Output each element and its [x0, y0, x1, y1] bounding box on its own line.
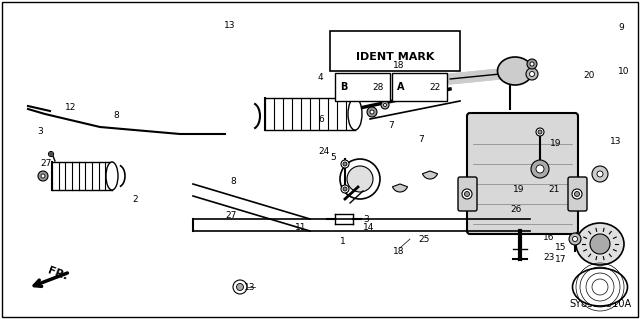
Text: 11: 11	[295, 224, 307, 233]
Text: B: B	[340, 82, 348, 92]
Circle shape	[531, 160, 549, 178]
Text: 24: 24	[318, 147, 329, 157]
Text: 17: 17	[555, 256, 566, 264]
Circle shape	[383, 103, 387, 107]
Circle shape	[41, 174, 45, 178]
Text: 5: 5	[330, 153, 336, 162]
Text: 10: 10	[618, 68, 630, 77]
Ellipse shape	[348, 98, 362, 130]
Circle shape	[350, 80, 364, 94]
Text: 22: 22	[429, 83, 440, 92]
Circle shape	[530, 62, 534, 66]
Text: FR.: FR.	[47, 266, 69, 282]
Text: 8: 8	[230, 177, 236, 187]
Text: 27: 27	[40, 159, 51, 167]
Text: A: A	[397, 82, 404, 92]
FancyBboxPatch shape	[568, 177, 587, 211]
Circle shape	[341, 185, 349, 193]
Circle shape	[381, 101, 389, 109]
Circle shape	[50, 153, 52, 155]
Circle shape	[49, 152, 54, 157]
Text: 2: 2	[132, 196, 138, 204]
Circle shape	[462, 189, 472, 199]
Text: 7: 7	[418, 136, 424, 145]
Text: 13: 13	[610, 137, 621, 146]
Circle shape	[233, 280, 247, 294]
Circle shape	[237, 284, 243, 291]
Circle shape	[354, 84, 360, 90]
Circle shape	[529, 71, 534, 77]
Wedge shape	[392, 184, 408, 192]
Circle shape	[573, 236, 577, 241]
Bar	[330, 31, 460, 71]
Circle shape	[465, 191, 470, 197]
Text: 9: 9	[618, 24, 624, 33]
Circle shape	[527, 59, 537, 69]
Ellipse shape	[573, 268, 627, 306]
Text: 8: 8	[113, 110, 119, 120]
Circle shape	[572, 189, 582, 199]
Circle shape	[340, 159, 380, 199]
Circle shape	[538, 130, 542, 134]
Text: 28: 28	[372, 83, 383, 92]
Bar	[392, 73, 447, 101]
Text: 18: 18	[393, 247, 404, 256]
Circle shape	[407, 80, 421, 94]
Circle shape	[597, 171, 603, 177]
Text: 20: 20	[583, 71, 595, 80]
Text: 26: 26	[510, 205, 522, 214]
Circle shape	[343, 162, 347, 166]
Circle shape	[423, 82, 437, 96]
Text: 3: 3	[37, 128, 43, 137]
Circle shape	[38, 171, 48, 181]
Circle shape	[347, 166, 373, 192]
Text: 6: 6	[318, 115, 324, 124]
Bar	[335, 73, 390, 101]
Circle shape	[536, 128, 544, 136]
Circle shape	[526, 68, 538, 80]
Text: 7: 7	[388, 121, 394, 130]
Circle shape	[569, 233, 581, 245]
Text: 15: 15	[555, 243, 566, 253]
Ellipse shape	[106, 162, 118, 190]
FancyBboxPatch shape	[467, 113, 578, 234]
Circle shape	[590, 234, 610, 254]
Circle shape	[592, 166, 608, 182]
Text: 18: 18	[393, 61, 404, 70]
Text: 12: 12	[65, 103, 76, 113]
Circle shape	[341, 160, 349, 168]
Circle shape	[343, 187, 347, 191]
Circle shape	[575, 191, 579, 197]
Ellipse shape	[576, 223, 624, 265]
Text: 13: 13	[244, 283, 255, 292]
Circle shape	[427, 86, 433, 92]
Text: 3: 3	[363, 216, 369, 225]
Text: 23: 23	[543, 254, 554, 263]
Text: SY83B3310A: SY83B3310A	[570, 299, 632, 309]
Text: IDENT MARK: IDENT MARK	[356, 52, 434, 62]
FancyBboxPatch shape	[458, 177, 477, 211]
Text: 14: 14	[363, 224, 374, 233]
Circle shape	[411, 84, 417, 90]
Text: 19: 19	[513, 186, 525, 195]
Text: 21: 21	[548, 186, 559, 195]
Text: 25: 25	[418, 235, 429, 244]
Text: 1: 1	[340, 238, 346, 247]
Text: 27: 27	[225, 211, 236, 219]
Circle shape	[536, 165, 544, 173]
Text: 19: 19	[550, 138, 561, 147]
Text: 16: 16	[543, 234, 554, 242]
Ellipse shape	[497, 57, 532, 85]
Circle shape	[367, 107, 377, 117]
Text: 13: 13	[224, 20, 236, 29]
Circle shape	[370, 110, 374, 114]
Text: 4: 4	[318, 73, 324, 83]
Wedge shape	[422, 171, 438, 179]
